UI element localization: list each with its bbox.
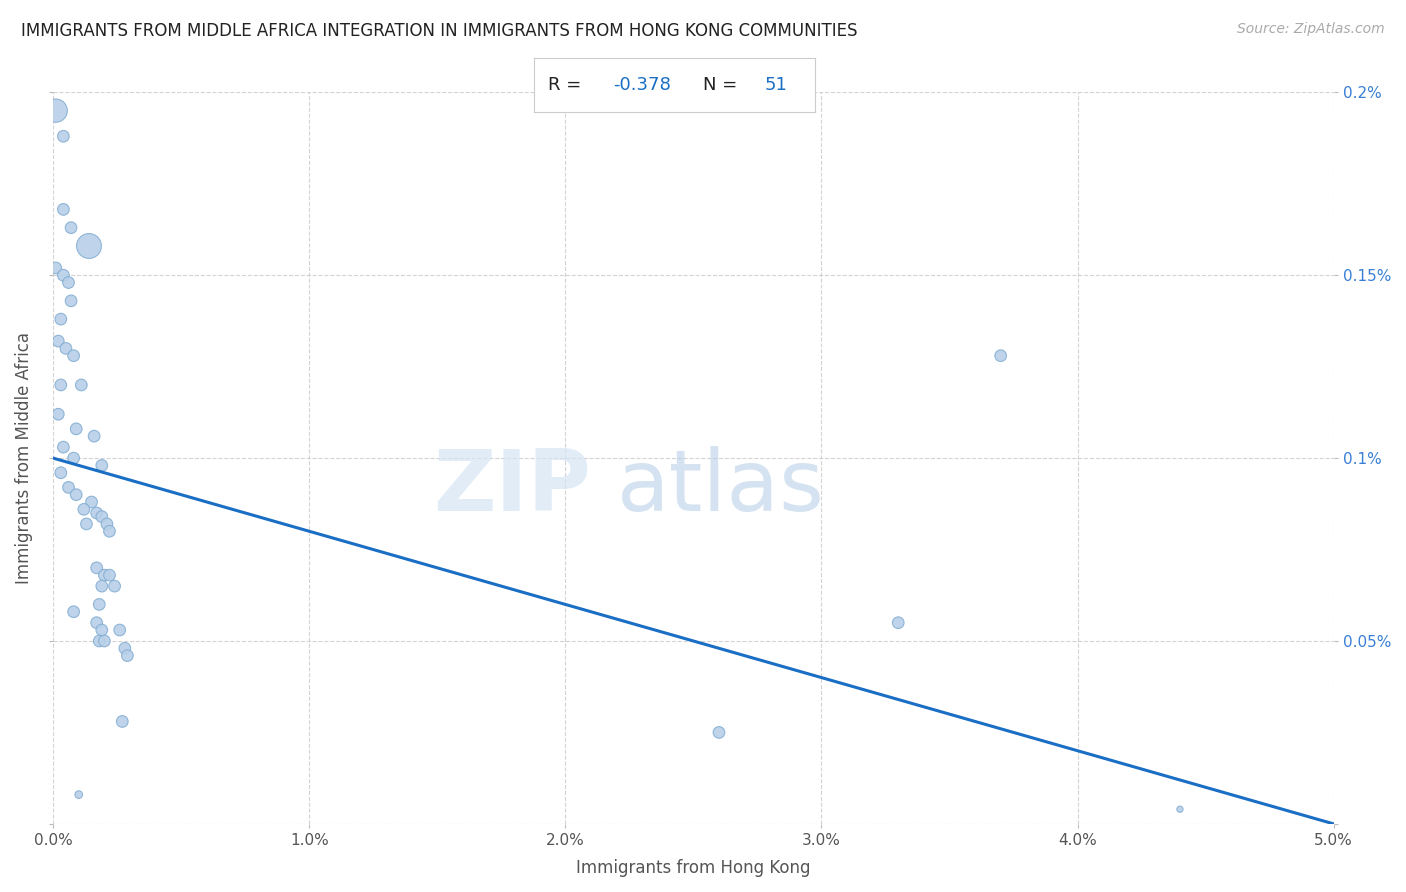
Point: [45, 103, 67, 118]
Point: [90, 509, 112, 524]
Point: [67, 788, 90, 802]
Point: [45, 260, 67, 275]
Point: [98, 524, 121, 539]
Point: [58, 276, 80, 290]
Point: [111, 714, 134, 729]
Point: [89, 634, 111, 648]
Point: [46, 407, 69, 421]
Point: [60, 293, 83, 308]
Point: [89, 598, 111, 612]
Point: [990, 349, 1012, 363]
Point: [70, 378, 93, 392]
Point: [114, 641, 136, 656]
Point: [86, 615, 108, 630]
Point: [49, 466, 72, 480]
Point: [52, 268, 75, 283]
Point: [98, 568, 121, 582]
Point: [65, 488, 87, 502]
Point: [65, 422, 87, 436]
Point: [90, 623, 112, 637]
Text: IMMIGRANTS FROM MIDDLE AFRICA INTEGRATION IN IMMIGRANTS FROM HONG KONG COMMUNITI: IMMIGRANTS FROM MIDDLE AFRICA INTEGRATIO…: [21, 22, 858, 40]
Point: [104, 579, 127, 593]
Point: [90, 458, 112, 473]
Point: [86, 561, 108, 575]
Point: [62, 605, 84, 619]
Text: ZIP: ZIP: [433, 446, 591, 529]
Y-axis label: Immigrants from Middle Africa: Immigrants from Middle Africa: [15, 332, 32, 584]
Text: Source: ZipAtlas.com: Source: ZipAtlas.com: [1237, 22, 1385, 37]
Point: [77, 239, 100, 253]
X-axis label: Immigrants from Hong Kong: Immigrants from Hong Kong: [576, 859, 811, 877]
Point: [52, 129, 75, 144]
Text: 51: 51: [765, 76, 787, 94]
Text: R =: R =: [548, 76, 588, 94]
Point: [93, 634, 115, 648]
Point: [1168, 802, 1191, 816]
Point: [117, 648, 139, 663]
Point: [93, 568, 115, 582]
Point: [62, 349, 84, 363]
Point: [83, 429, 105, 443]
Point: [49, 378, 72, 392]
Point: [73, 502, 96, 516]
Point: [52, 202, 75, 217]
Point: [707, 725, 730, 739]
Text: atlas: atlas: [617, 446, 824, 529]
Point: [62, 451, 84, 466]
Point: [887, 615, 910, 630]
Point: [55, 342, 77, 356]
Point: [90, 579, 112, 593]
Text: N =: N =: [703, 76, 742, 94]
Point: [49, 312, 72, 326]
Point: [86, 506, 108, 520]
Point: [58, 480, 80, 494]
Point: [108, 623, 131, 637]
Point: [80, 495, 103, 509]
Text: -0.378: -0.378: [613, 76, 671, 94]
Point: [75, 516, 97, 531]
Point: [52, 440, 75, 454]
Point: [46, 334, 69, 348]
Point: [60, 220, 83, 235]
Point: [96, 516, 118, 531]
